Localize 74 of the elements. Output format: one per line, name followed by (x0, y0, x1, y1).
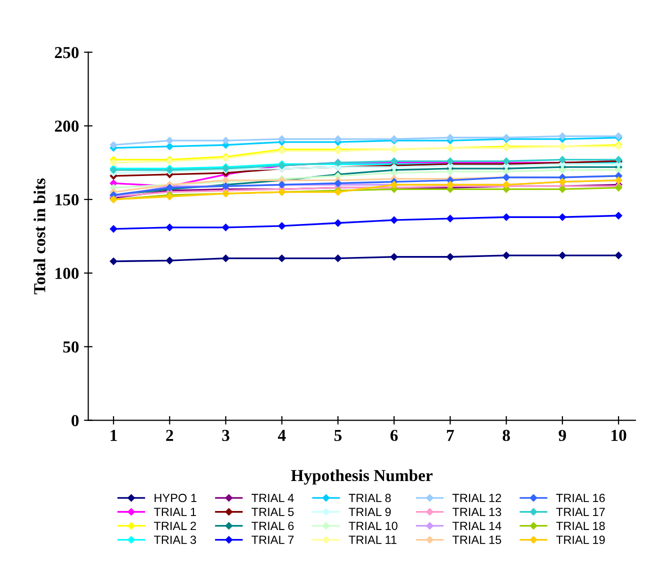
point (166, 256, 174, 264)
x-tick-label: 3 (222, 430, 230, 442)
point (502, 213, 510, 221)
point (110, 258, 118, 265)
point (558, 252, 566, 260)
point (110, 159, 118, 166)
point (390, 216, 398, 224)
legend-label: TRIAL 5 (252, 508, 294, 516)
x-tick-label: 5 (334, 430, 342, 442)
point (166, 224, 174, 232)
point (558, 156, 566, 164)
point (446, 168, 454, 176)
point (222, 136, 230, 144)
legend-label: TRIAL 4 (252, 494, 294, 502)
legend-label: TRIAL 16 (556, 494, 605, 502)
point (558, 213, 566, 221)
x-tick-label: 8 (502, 430, 510, 442)
legend-label: TRIAL 3 (154, 536, 196, 544)
y-tick-label: 0 (72, 414, 79, 426)
x-axis-title: Hypothesis Number (291, 469, 433, 485)
point (334, 219, 342, 227)
point (390, 169, 398, 177)
legend-label: TRIAL 14 (452, 522, 502, 530)
x-tick-label: 9 (558, 430, 566, 442)
x-tick-label: 6 (390, 430, 398, 442)
point (110, 225, 118, 233)
point (558, 166, 566, 174)
point (278, 135, 286, 143)
point (110, 141, 118, 149)
point (558, 132, 566, 140)
legend-label: TRIAL 6 (252, 522, 294, 530)
legend-label: TRIAL 17 (556, 508, 605, 516)
legend-label: TRIAL 1 (154, 508, 196, 516)
y-tick-label: 50 (63, 341, 79, 353)
legend-label: HYPO 1 (154, 494, 196, 502)
x-tick-label: 7 (446, 430, 454, 441)
point (222, 224, 230, 232)
legend-label: TRIAL 13 (452, 508, 502, 516)
x-tick-label: 2 (166, 430, 174, 441)
y-axis-title: Total cost in bits (34, 178, 46, 294)
point (446, 134, 454, 142)
point (614, 212, 622, 220)
point (334, 254, 342, 262)
point (502, 168, 510, 176)
point (278, 254, 286, 262)
point (446, 253, 454, 261)
legend-label: TRIAL 12 (452, 494, 502, 502)
y-tick-label: 100 (56, 268, 79, 280)
legend-label: TRIAL 8 (348, 494, 391, 502)
x-tick-label: 4 (278, 430, 286, 441)
point (390, 253, 398, 261)
legend-label: TRIAL 7 (252, 536, 294, 544)
point (166, 142, 174, 150)
point (614, 166, 622, 174)
point (558, 186, 566, 193)
point (614, 252, 622, 260)
point (222, 254, 230, 262)
legend-label: TRIAL 9 (348, 508, 391, 516)
point (334, 135, 342, 143)
y-tick-label: 200 (54, 120, 79, 132)
legend-label: TRIAL 10 (348, 522, 398, 530)
point (166, 136, 174, 144)
legend-label: TRIAL 18 (556, 522, 605, 530)
x-tick-label: 10 (612, 430, 626, 442)
legend-label: TRIAL 19 (556, 536, 605, 544)
legend-label: TRIAL 2 (154, 522, 196, 530)
y-tick-label: 150 (56, 194, 79, 206)
point (502, 252, 510, 260)
point (446, 214, 454, 222)
y-tick-label: 250 (54, 46, 79, 58)
legend-label: TRIAL 15 (452, 536, 502, 544)
legend-label: TRIAL 11 (348, 536, 396, 544)
point (278, 222, 286, 230)
x-tick-label: 1 (110, 430, 117, 441)
